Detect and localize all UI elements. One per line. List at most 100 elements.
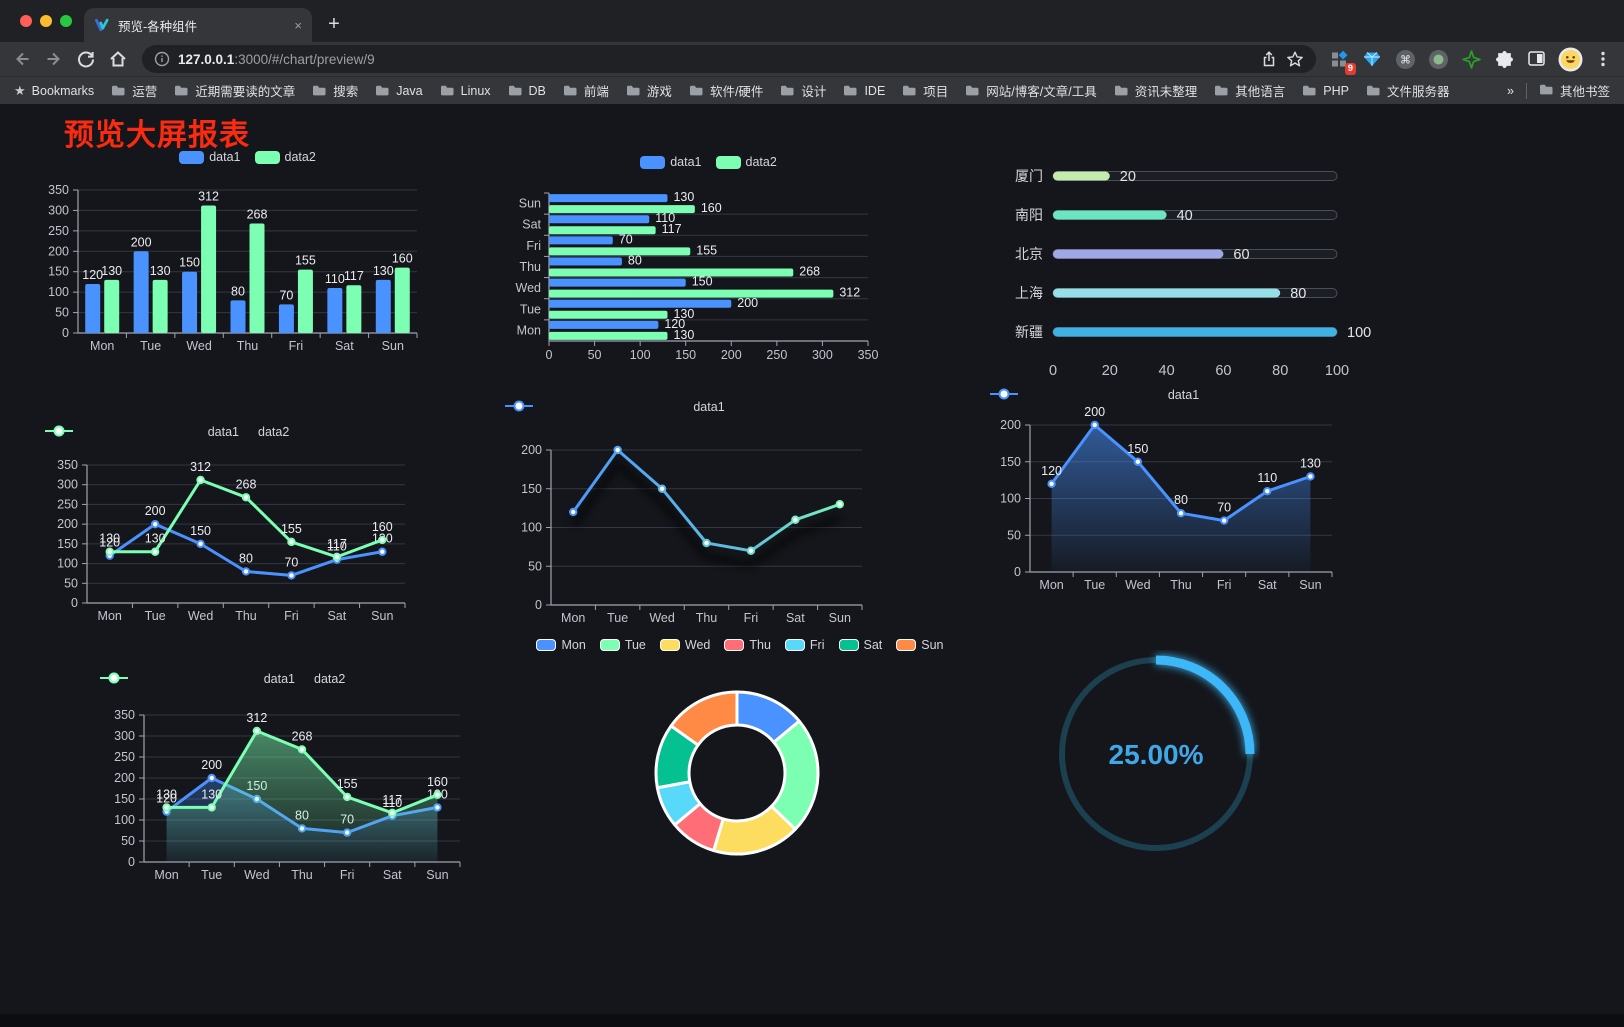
puzzle-icon[interactable] (1491, 46, 1517, 72)
legend-item-data1[interactable]: data1 (505, 400, 725, 414)
svg-text:130: 130 (673, 190, 694, 204)
svg-text:130: 130 (201, 787, 222, 801)
bookmark-folder[interactable]: 前端 (563, 81, 609, 100)
chart-area-two: 0 50 100 150 200 250 300 350 Mon Tue Wed Thu Fri Sat S… (100, 672, 470, 884)
record-circle-icon[interactable] (1425, 46, 1451, 72)
svg-text:160: 160 (392, 252, 413, 266)
bookmark-folder[interactable]: 资讯未整理 (1114, 81, 1197, 100)
window-zoom-button[interactable] (60, 15, 72, 27)
legend-item-data1[interactable]: data1 (640, 155, 702, 169)
bookmark-folder[interactable]: 设计 (780, 81, 826, 100)
legend-item-data1[interactable]: data1 (45, 425, 239, 439)
folder-icon (843, 84, 858, 97)
bookmark-folder[interactable]: IDE (843, 84, 885, 98)
chart-line-gradient: 0 50 100 150 200 Mon Tue Wed Thu Fri Sat Sun data1 (505, 400, 890, 628)
site-info-icon[interactable] (154, 51, 170, 67)
legend-item-data1[interactable]: data1 (990, 388, 1199, 402)
svg-text:130: 130 (156, 787, 177, 801)
bookmark-folder[interactable]: 网站/博客/文章/工具 (965, 81, 1097, 100)
legend-item-Sun[interactable]: Sun (896, 638, 944, 652)
chart-bar-horizontal: Mon Tue Wed Thu Fri Sat Sun 0 50 100 150 200 250 300 3… (505, 155, 890, 377)
bookmark-folder[interactable]: 其他语言 (1214, 81, 1285, 100)
legend-item-data2[interactable]: data2 (100, 672, 345, 686)
legend-item-Wed[interactable]: Wed (659, 638, 710, 652)
forward-arrow-icon[interactable] (40, 45, 68, 73)
legend-item-Fri[interactable]: Fri (784, 638, 825, 652)
other-bookmarks-item[interactable]: 其他书签 (1539, 81, 1610, 100)
svg-text:130: 130 (1300, 456, 1321, 470)
svg-text:150: 150 (675, 348, 696, 362)
bookmark-folder[interactable]: 运营 (111, 81, 157, 100)
folder-icon (1539, 83, 1554, 99)
svg-text:Sat: Sat (383, 868, 402, 882)
svg-text:Wed: Wed (188, 609, 214, 623)
svg-text:25.00%: 25.00% (1109, 739, 1204, 770)
svg-text:Mon: Mon (1039, 578, 1063, 592)
url-path: :3000/#/chart/preview/9 (234, 51, 375, 67)
legend-item-Mon[interactable]: Mon (536, 638, 586, 652)
legend-item-data1[interactable]: data1 (179, 150, 241, 164)
svg-text:50: 50 (55, 306, 69, 320)
bookmark-folder[interactable]: DB (508, 84, 546, 98)
tab-title: 预览-各种组件 (118, 19, 198, 34)
legend-item-data2[interactable]: data2 (45, 425, 289, 439)
legend-item-Thu[interactable]: Thu (724, 638, 771, 652)
window-close-button[interactable] (20, 15, 32, 27)
bookmarks-manager-item[interactable]: ★ Bookmarks (14, 82, 95, 98)
svg-text:Mon: Mon (90, 339, 114, 353)
avatar-emoji-icon[interactable] (1557, 46, 1583, 72)
extension-grid-icon[interactable]: 9 (1326, 46, 1356, 75)
window-minimize-button[interactable] (40, 15, 52, 27)
bookmark-folder[interactable]: Linux (440, 84, 491, 98)
svg-text:0: 0 (71, 596, 78, 610)
address-bar[interactable]: 127.0.0.1:3000/#/chart/preview/9 (142, 45, 1316, 73)
bookmark-folder[interactable]: 搜索 (312, 81, 358, 100)
svg-text:70: 70 (279, 288, 293, 302)
home-icon[interactable] (104, 45, 132, 73)
legend-item-Tue[interactable]: Tue (599, 638, 646, 652)
svg-text:312: 312 (246, 711, 267, 725)
browser-tab[interactable]: 预览-各种组件 × (84, 8, 312, 42)
bookmark-star-icon[interactable] (1286, 50, 1304, 68)
folder-icon (1114, 84, 1129, 97)
green-star-icon[interactable] (1458, 46, 1484, 72)
folder-icon (563, 84, 578, 97)
reader-square-icon[interactable] (1524, 46, 1550, 72)
legend-item-data1[interactable]: data1 (100, 672, 295, 686)
legend-marker-icon (715, 155, 741, 169)
command-circle-icon[interactable]: ⌘ (1392, 46, 1418, 72)
svg-text:130: 130 (101, 264, 122, 278)
svg-text:130: 130 (673, 307, 694, 321)
folder-icon (689, 84, 704, 97)
bookmarks-overflow-chevron[interactable]: » (1507, 83, 1514, 98)
gem-icon[interactable] (1359, 46, 1385, 72)
legend-marker-icon (659, 639, 680, 651)
svg-text:Sat: Sat (327, 609, 346, 623)
svg-text:80: 80 (1174, 493, 1188, 507)
svg-text:150: 150 (57, 537, 78, 551)
divider (1525, 82, 1527, 99)
svg-text:100: 100 (1347, 325, 1371, 341)
svg-text:150: 150 (48, 265, 69, 279)
bookmark-folder[interactable]: Java (375, 84, 423, 98)
bookmark-folder[interactable]: 文件服务器 (1366, 81, 1449, 100)
bookmark-folder[interactable]: 项目 (902, 81, 948, 100)
reload-icon[interactable] (72, 45, 100, 73)
svg-text:Wed: Wed (186, 339, 212, 353)
bookmark-folder[interactable]: 软件/硬件 (689, 81, 763, 100)
new-tab-button[interactable]: + (328, 13, 340, 35)
svg-text:200: 200 (114, 771, 135, 785)
legend-item-data2[interactable]: data2 (254, 150, 316, 164)
bookmark-folder[interactable]: PHP (1302, 84, 1349, 98)
bookmark-folder[interactable]: 近期需要读的文章 (174, 81, 295, 100)
bookmark-folder[interactable]: 游戏 (626, 81, 672, 100)
share-icon[interactable] (1260, 50, 1278, 68)
menu-kebab-icon[interactable] (1590, 46, 1616, 72)
svg-text:200: 200 (721, 348, 742, 362)
legend-item-data2[interactable]: data2 (715, 155, 777, 169)
chart-gauge: 25.00% (1055, 650, 1260, 860)
tab-close-icon[interactable]: × (294, 17, 302, 33)
svg-text:Thu: Thu (291, 868, 313, 882)
legend-item-Sat[interactable]: Sat (838, 638, 882, 652)
back-arrow-icon[interactable] (8, 45, 36, 73)
